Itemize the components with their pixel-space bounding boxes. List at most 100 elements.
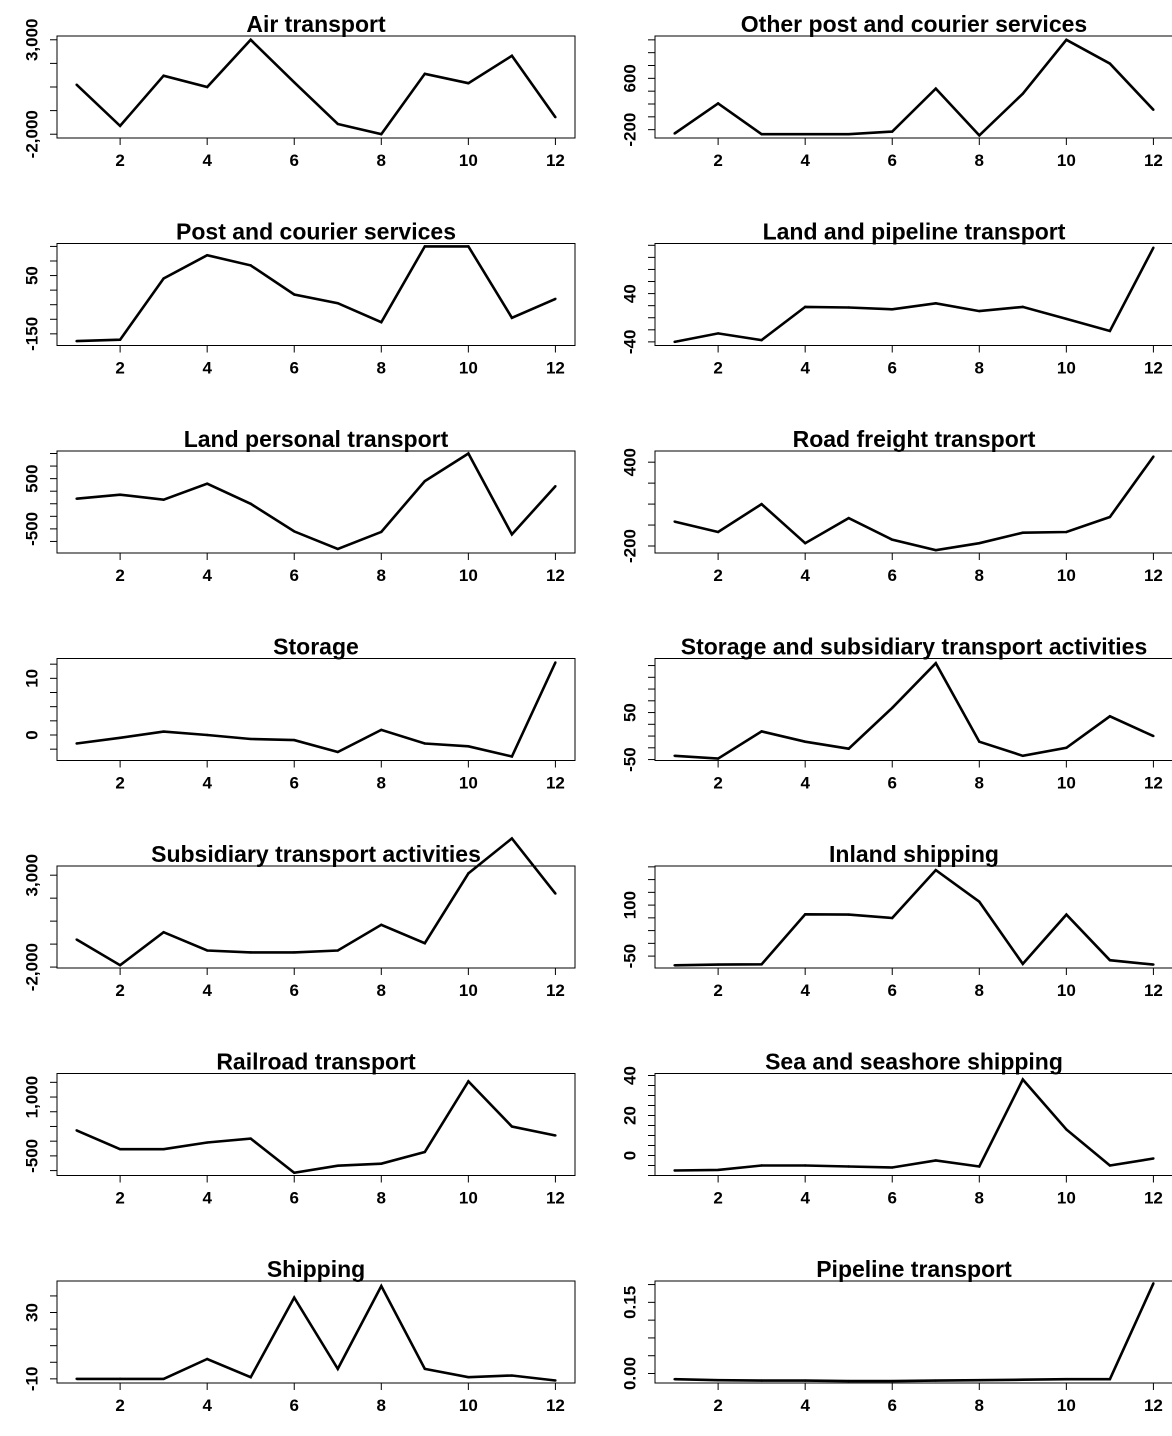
data-point bbox=[380, 320, 383, 324]
x-tick-label: 2 bbox=[115, 566, 124, 585]
x-tick-label: 6 bbox=[290, 981, 299, 1000]
data-point bbox=[760, 132, 763, 136]
data-point bbox=[716, 1168, 720, 1172]
data-point bbox=[934, 868, 937, 872]
data-point bbox=[934, 1159, 937, 1162]
data-point bbox=[554, 297, 557, 301]
data-point bbox=[803, 542, 807, 545]
data-point bbox=[1152, 246, 1155, 249]
x-tick-label: 2 bbox=[713, 359, 722, 378]
plot-frame bbox=[654, 35, 1172, 139]
data-point bbox=[847, 1379, 850, 1383]
data-point bbox=[554, 1134, 557, 1137]
data-point bbox=[293, 738, 296, 742]
data-point bbox=[423, 1150, 427, 1154]
data-point bbox=[336, 1367, 339, 1371]
data-point bbox=[1065, 38, 1068, 42]
x-tick-label: 2 bbox=[115, 1396, 124, 1415]
data-point bbox=[336, 1164, 339, 1167]
data-point bbox=[978, 134, 981, 137]
data-point bbox=[847, 132, 850, 136]
x-tick-label: 10 bbox=[459, 1189, 478, 1208]
plot-frame bbox=[56, 1280, 576, 1384]
x-tick-label: 4 bbox=[800, 1189, 810, 1208]
x-tick-label: 10 bbox=[459, 359, 478, 378]
data-point bbox=[380, 1284, 383, 1288]
data-point bbox=[554, 661, 557, 664]
data-point bbox=[118, 124, 122, 128]
plot-frame bbox=[654, 658, 1172, 761]
x-tick-label: 8 bbox=[975, 151, 984, 170]
data-point bbox=[249, 951, 252, 954]
x-tick-label: 8 bbox=[377, 359, 386, 378]
data-point bbox=[336, 750, 339, 754]
x-tick-label: 12 bbox=[1144, 151, 1163, 170]
y-tick-label: -2,000 bbox=[22, 943, 41, 991]
x-tick-label: 2 bbox=[115, 359, 124, 378]
data-point bbox=[1021, 1378, 1025, 1381]
data-point bbox=[249, 1137, 252, 1140]
series-line bbox=[76, 1079, 556, 1175]
y-tick-label: -150 bbox=[22, 317, 41, 351]
data-point bbox=[380, 133, 383, 136]
data-point bbox=[716, 332, 720, 335]
data-point bbox=[1108, 1164, 1112, 1167]
data-point bbox=[978, 1165, 981, 1168]
data-point bbox=[75, 1377, 78, 1381]
data-point bbox=[554, 484, 557, 488]
data-point bbox=[293, 81, 296, 84]
y-tick-label: -500 bbox=[22, 512, 41, 546]
x-tick-label: 8 bbox=[377, 774, 386, 793]
panel-9: Subsidiary transport activities 2 4 6 8 10 12 -… bbox=[22, 836, 576, 1000]
y-tick-label: -200 bbox=[620, 529, 639, 563]
data-point bbox=[891, 916, 894, 920]
data-point bbox=[1108, 515, 1112, 519]
x-tick-label: 8 bbox=[377, 151, 386, 170]
data-point bbox=[1152, 455, 1155, 458]
data-point bbox=[1108, 329, 1112, 333]
x-tick-label: 4 bbox=[800, 566, 810, 585]
data-point bbox=[75, 1129, 78, 1132]
data-point bbox=[673, 754, 676, 757]
series-line bbox=[75, 37, 557, 136]
y-tick-label: 3,000 bbox=[22, 854, 41, 897]
series-line bbox=[674, 1282, 1155, 1383]
data-point bbox=[716, 530, 720, 534]
data-point bbox=[803, 740, 807, 743]
y-tick-label: 600 bbox=[620, 64, 639, 92]
x-tick-label: 10 bbox=[1057, 981, 1076, 1000]
data-point bbox=[803, 1379, 807, 1382]
data-point bbox=[1021, 962, 1025, 966]
x-tick-label: 6 bbox=[290, 359, 299, 378]
x-tick-label: 10 bbox=[1057, 151, 1076, 170]
data-point bbox=[467, 1080, 470, 1083]
data-point bbox=[510, 54, 514, 58]
y-tick-label: 0.15 bbox=[620, 1286, 639, 1319]
x-tick-label: 8 bbox=[975, 774, 984, 793]
y-tick-label: 40 bbox=[620, 284, 639, 303]
data-point bbox=[803, 1164, 807, 1167]
data-point bbox=[467, 452, 470, 455]
data-point bbox=[205, 85, 209, 89]
data-point bbox=[1108, 62, 1112, 65]
panel-8: Storage and subsidiary transport activit… bbox=[620, 634, 1172, 793]
data-point bbox=[891, 538, 894, 541]
data-point bbox=[162, 1148, 165, 1151]
data-point bbox=[847, 1165, 850, 1168]
y-tick-label: 20 bbox=[620, 1106, 639, 1125]
plot-frame bbox=[654, 243, 1172, 346]
data-point bbox=[934, 87, 937, 90]
x-tick-label: 10 bbox=[1057, 359, 1076, 378]
panel-title: Storage and subsidiary transport activit… bbox=[681, 634, 1148, 660]
panel-4: Land and pipeline transport 2 4 6 8 10 12 -40 40 bbox=[620, 219, 1172, 378]
panel-title: Subsidiary transport activities bbox=[151, 841, 481, 867]
data-point bbox=[673, 1169, 676, 1172]
x-tick-label: 12 bbox=[546, 1189, 565, 1208]
x-tick-label: 6 bbox=[290, 1189, 299, 1208]
x-tick-label: 4 bbox=[202, 151, 212, 170]
data-point bbox=[1108, 958, 1112, 962]
plot-frame bbox=[654, 450, 1172, 554]
data-point bbox=[249, 737, 252, 741]
y-tick-label: 100 bbox=[620, 891, 639, 919]
